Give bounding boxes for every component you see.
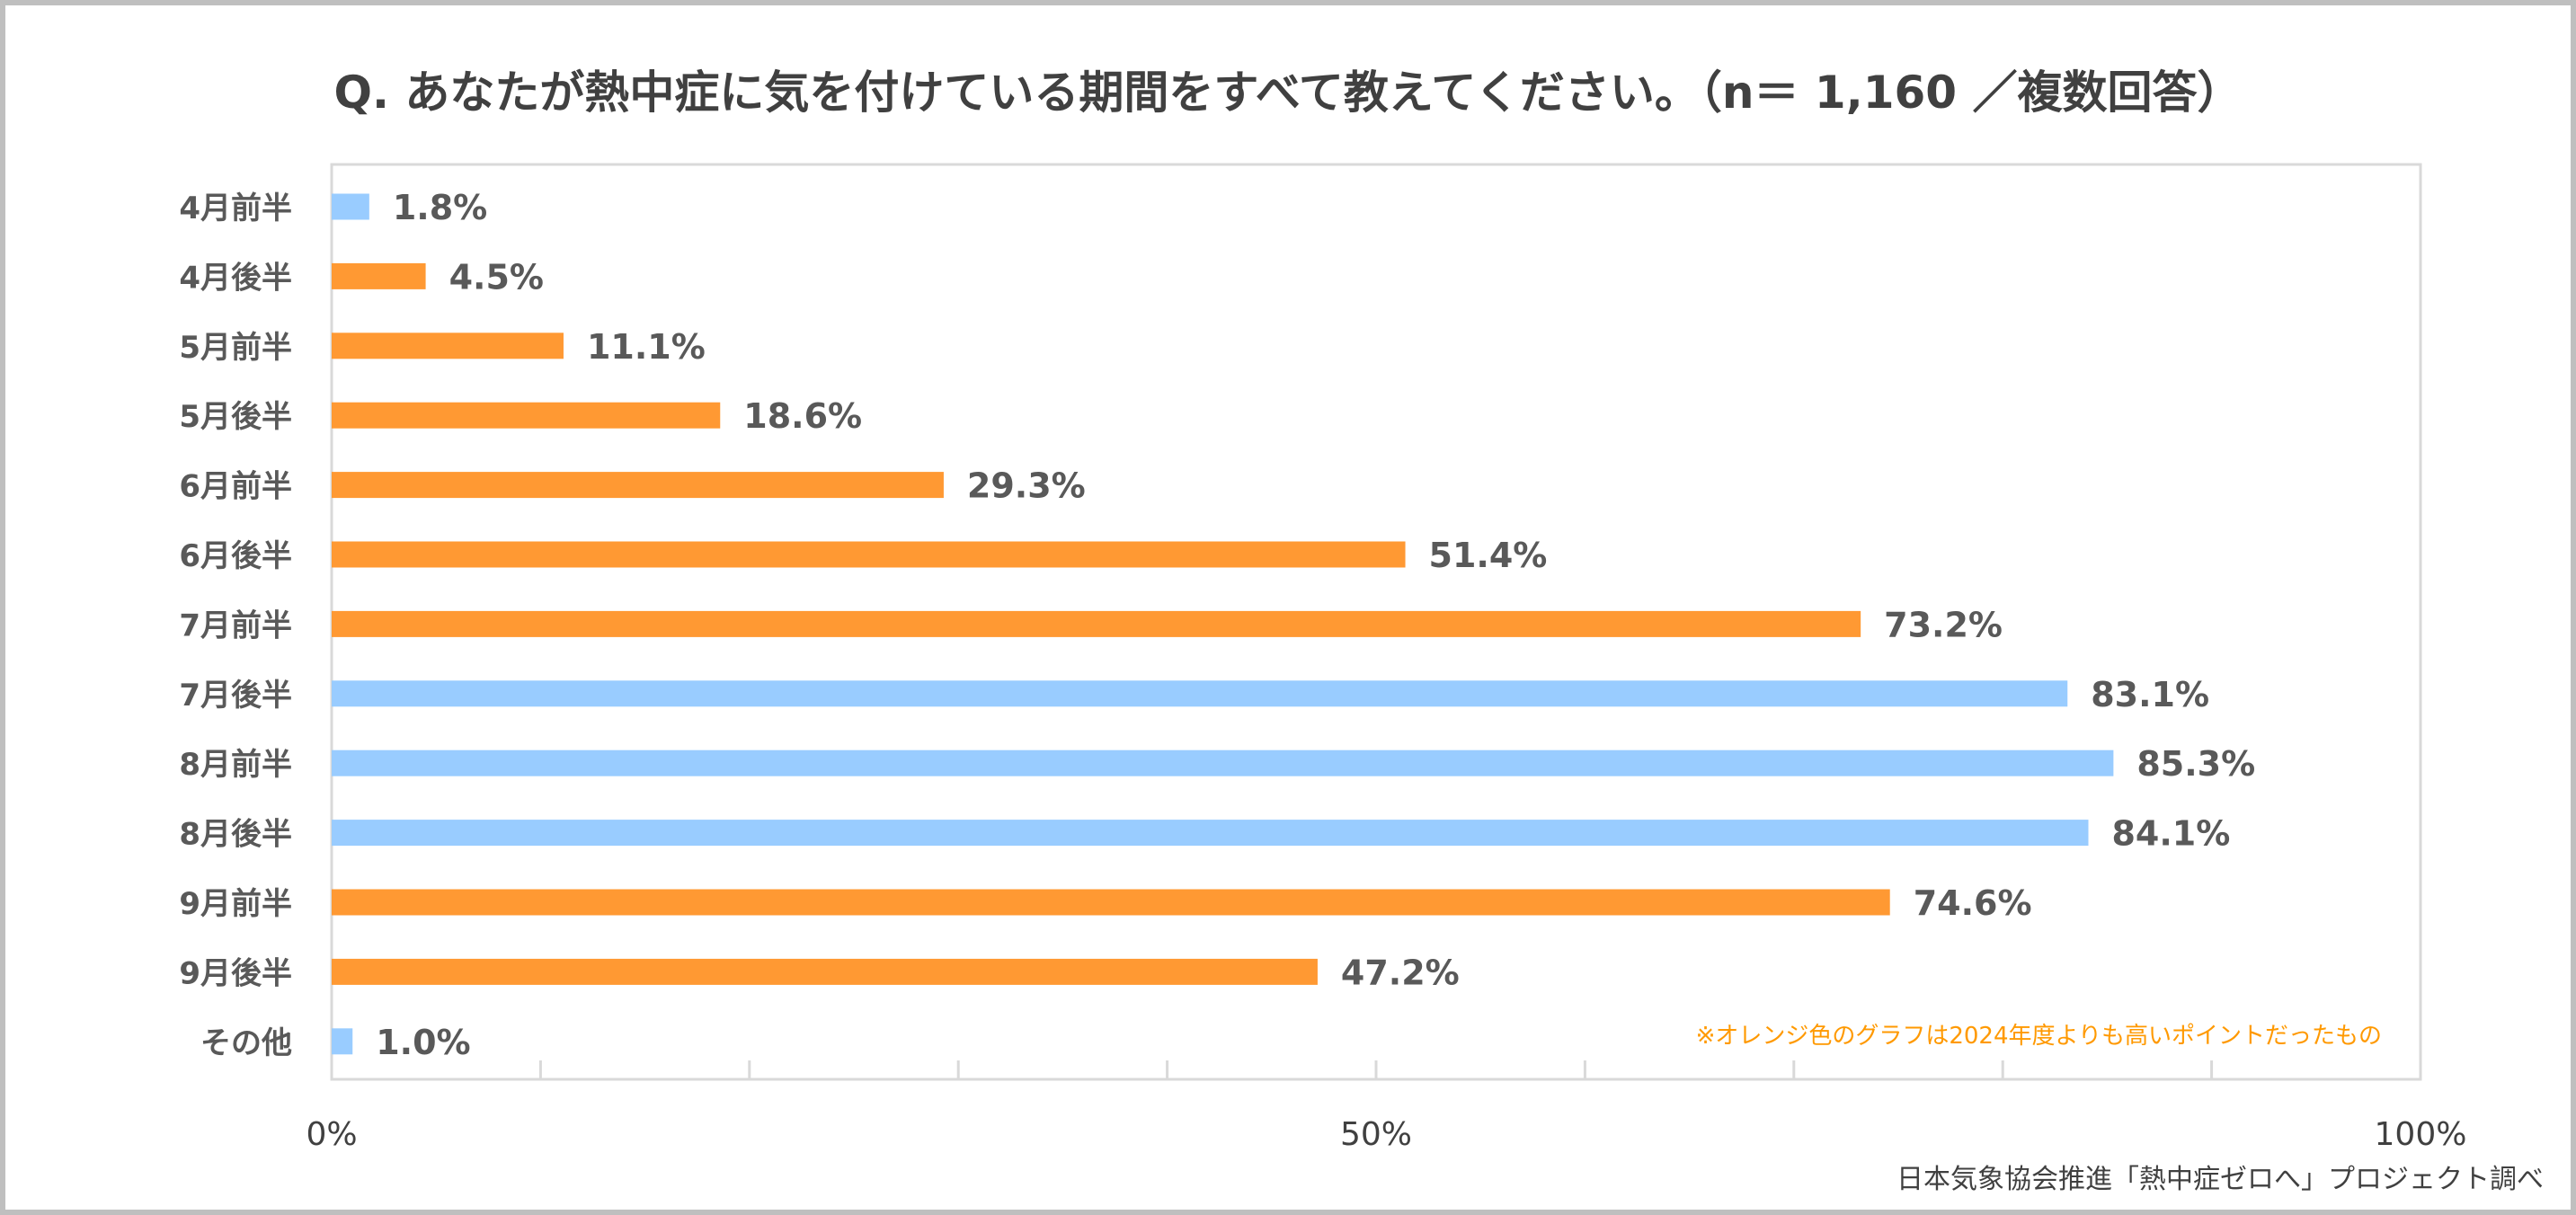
category-label: 9月後半 (179, 955, 292, 991)
bar (332, 333, 564, 359)
x-tick-label: 0% (306, 1116, 357, 1153)
category-label: 7月前半 (179, 608, 292, 643)
bar (332, 402, 721, 429)
category-label: 9月前半 (179, 886, 292, 922)
bar (332, 193, 369, 220)
category-label: 5月後半 (179, 399, 292, 435)
data-label: 51.4% (1429, 536, 1548, 575)
bar (332, 958, 1318, 985)
bar (332, 1028, 353, 1055)
category-label: 8月前半 (179, 747, 292, 783)
category-label: その他 (200, 1025, 292, 1061)
data-label: 85.3% (2136, 744, 2255, 784)
category-label: 8月後半 (179, 817, 292, 853)
bar (332, 262, 426, 289)
category-label: 7月後半 (179, 678, 292, 714)
category-label: 6月前半 (179, 469, 292, 505)
bar (332, 610, 1861, 637)
bar (332, 820, 2089, 847)
data-label: 83.1% (2091, 675, 2209, 714)
data-label: 1.0% (376, 1023, 470, 1062)
source-text: 日本気象協会推進「熱中症ゼロへ」プロジェクト調べ (1896, 1164, 2544, 1195)
x-tick-label: 50% (1340, 1116, 1412, 1153)
data-label: 47.2% (1341, 953, 1460, 992)
bar (332, 541, 1406, 568)
bar (332, 749, 2114, 776)
data-label: 18.6% (743, 396, 862, 436)
data-label: 73.2% (1884, 605, 2003, 644)
chart-title: Q. あなたが熱中症に気を付けている期間をすべて教えてください。（n＝ 1,16… (334, 67, 2243, 119)
bar (332, 472, 944, 499)
bar (332, 889, 1890, 916)
note-text: ※オレンジ色のグラフは2024年度よりも高いポイントだったもの (1696, 1023, 2382, 1050)
x-tick-label: 100% (2375, 1116, 2467, 1153)
data-label: 1.8% (393, 188, 487, 227)
category-label: 5月前半 (179, 330, 292, 366)
bar (332, 680, 2068, 707)
category-label: 4月後半 (179, 260, 292, 296)
data-label: 84.1% (2111, 814, 2230, 854)
data-label: 74.6% (1914, 883, 2032, 923)
category-label: 6月後半 (179, 538, 292, 574)
data-label: 29.3% (967, 466, 1086, 506)
data-label: 11.1% (587, 327, 706, 367)
category-label: 4月前半 (179, 191, 292, 226)
data-label: 4.5% (449, 257, 544, 297)
